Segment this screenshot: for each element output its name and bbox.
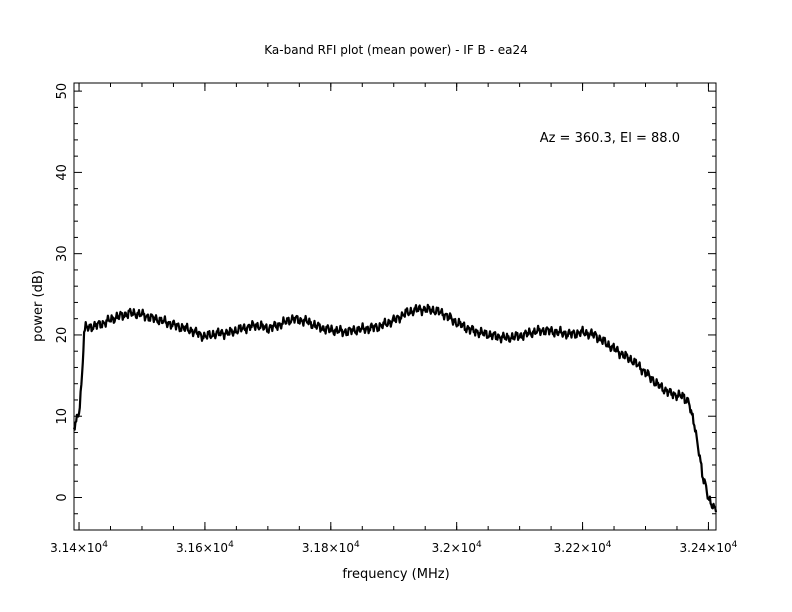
x-tick-mantissa: 3.14×10: [50, 541, 102, 555]
chart-title: Ka-band RFI plot (mean power) - IF B - e…: [264, 43, 527, 57]
y-tick-label: 40: [55, 164, 70, 181]
x-tick-label: 3.16×104: [176, 540, 234, 555]
y-tick-label: 0: [55, 493, 70, 501]
x-tick-label: 3.22×104: [554, 540, 612, 555]
x-tick-mantissa: 3.16×10: [176, 541, 228, 555]
y-tick-label: 10: [55, 408, 70, 425]
x-tick-exponent: 4: [102, 540, 108, 550]
x-tick-exponent: 4: [732, 540, 738, 550]
x-tick-mantissa: 3.22×10: [554, 541, 606, 555]
y-tick-label: 50: [55, 83, 70, 100]
y-tick-label: 20: [55, 327, 70, 344]
x-tick-mantissa: 3.24×10: [680, 541, 732, 555]
x-tick-exponent: 4: [476, 540, 482, 550]
y-axis-ticks: 0 10 20 30 40 50: [55, 83, 716, 531]
pointing-annotation: Az = 360.3, El = 88.0: [540, 131, 680, 146]
x-tick-label: 3.14×104: [50, 540, 108, 555]
x-tick-label: 3.24×104: [680, 540, 738, 555]
x-tick-mantissa: 3.2×10: [432, 541, 476, 555]
x-tick-label: 3.18×104: [302, 540, 360, 555]
x-tick-mantissa: 3.18×10: [302, 541, 354, 555]
y-axis-label: power (dB): [31, 270, 46, 342]
x-tick-label: 3.2×104: [432, 540, 482, 555]
plot-frame: [73, 82, 717, 531]
x-tick-exponent: 4: [606, 540, 612, 550]
x-tick-exponent: 4: [354, 540, 360, 550]
x-axis-label: frequency (MHz): [342, 567, 449, 582]
x-tick-exponent: 4: [228, 540, 234, 550]
power-series-line: [72, 303, 718, 513]
x-axis-ticks: 3.14×104 3.16×104 3.18×104 3.2×104 3.22×104 3…: [50, 83, 738, 555]
y-tick-label: 30: [55, 245, 70, 262]
